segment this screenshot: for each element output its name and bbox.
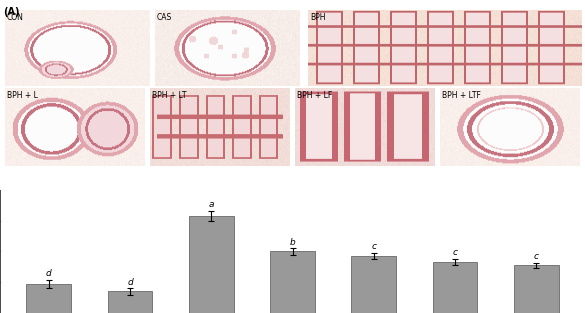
Text: a: a xyxy=(208,200,214,209)
Text: c: c xyxy=(534,252,539,261)
Bar xyxy=(433,262,477,313)
Text: CAS: CAS xyxy=(157,13,172,22)
Bar xyxy=(514,265,559,313)
Text: BPH + L: BPH + L xyxy=(7,91,38,100)
Text: BPH + LTF: BPH + LTF xyxy=(442,91,481,100)
Text: d: d xyxy=(127,278,133,286)
Text: BPH + LF: BPH + LF xyxy=(297,91,332,100)
Bar xyxy=(108,291,152,313)
Bar xyxy=(352,256,396,313)
Bar xyxy=(189,216,233,313)
Text: CON: CON xyxy=(7,13,24,22)
Bar xyxy=(26,284,71,313)
Text: d: d xyxy=(46,269,51,278)
Bar xyxy=(270,251,315,313)
Text: (A): (A) xyxy=(3,7,19,17)
Text: c: c xyxy=(453,248,457,257)
Text: b: b xyxy=(290,238,295,247)
Text: BPH + LT: BPH + LT xyxy=(152,91,187,100)
Text: c: c xyxy=(371,242,376,251)
Text: BPH: BPH xyxy=(310,13,325,22)
